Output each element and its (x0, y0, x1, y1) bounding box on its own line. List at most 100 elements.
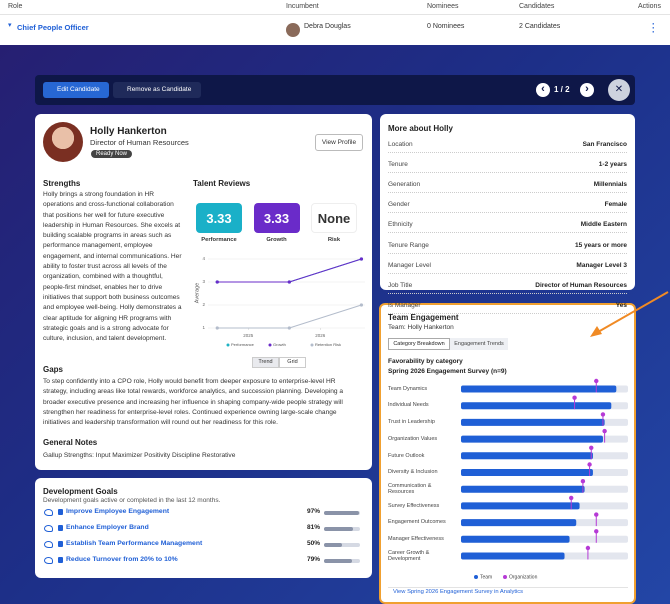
lock-icon (58, 509, 63, 515)
profile-card (35, 114, 372, 470)
detail-value: Yes (615, 301, 627, 309)
lock-icon (58, 557, 63, 563)
category-label: Organization Values (388, 435, 438, 442)
goal-percent: 50% (306, 540, 320, 547)
divider (0, 14, 670, 15)
detail-label: Manager Level (388, 261, 431, 269)
detail-label: Job Title (388, 281, 413, 289)
goal-icon (44, 525, 53, 532)
profile-name: Holly Hankerton (90, 126, 167, 137)
goal-link[interactable]: Establish Team Performance Management (66, 540, 203, 547)
column-header: Incumbent (286, 3, 319, 10)
category-label: Individual Needs (388, 402, 429, 409)
goal-link[interactable]: Reduce Turnover from 20% to 10% (66, 556, 178, 563)
goal-percent: 79% (306, 556, 320, 563)
category-label: Diversity & Inclusion (388, 469, 438, 476)
goal-track (324, 543, 360, 547)
section-heading: Talent Reviews (193, 179, 251, 188)
detail-value: Female (604, 201, 627, 209)
tab[interactable]: Category Breakdown (388, 338, 450, 350)
category-label: Future Outlook (388, 452, 425, 459)
row-divider (388, 292, 627, 294)
category-label: Survey Effectiveness (388, 502, 440, 509)
goal-icon (44, 557, 53, 564)
detail-value: 15 years or more (574, 241, 627, 249)
goal-link[interactable]: Enhance Employer Brand (66, 524, 149, 531)
row-divider (388, 232, 627, 234)
detail-value: Manager Level 3 (576, 261, 627, 269)
profile-photo (43, 122, 83, 162)
category-label: Communication & Resources (388, 482, 432, 496)
row-divider (388, 312, 627, 314)
view-toggle[interactable]: Grid (279, 357, 306, 368)
close-button[interactable]: ✕ (608, 79, 630, 101)
notes-text: Gallup Strengths: Input Maximizer Positi… (43, 452, 236, 459)
section-heading: Team Engagement (388, 313, 459, 322)
score-value: 3.33 (263, 211, 290, 226)
category-label: Team Dynamics (388, 385, 428, 392)
column-header: Actions (638, 3, 661, 10)
goal-progress (324, 527, 354, 531)
view-toggle[interactable]: Trend (252, 357, 279, 368)
row-divider (388, 212, 627, 214)
lock-icon (58, 525, 63, 531)
gaps-text: To step confidently into a CPO role, Hol… (43, 378, 344, 427)
goal-link[interactable]: Improve Employee Engagement (66, 508, 170, 515)
score-value: None (317, 211, 351, 226)
goal-progress (324, 511, 359, 515)
goal-icon (44, 541, 53, 548)
score-label: Risk (327, 237, 341, 243)
score-box (311, 203, 357, 233)
goals-card (35, 478, 372, 578)
pager: 1 / 2 (554, 85, 570, 94)
detail-label: Is Manager (388, 301, 421, 309)
lock-icon (58, 541, 63, 547)
row-divider (388, 172, 627, 174)
row-divider (388, 152, 627, 153)
details-card (380, 114, 635, 290)
goal-percent: 81% (306, 524, 320, 531)
prev-button[interactable]: ‹ (536, 83, 550, 97)
kebab-menu[interactable]: · · · (652, 19, 655, 37)
detail-value: Millennials (593, 181, 627, 189)
detail-label: Tenure Range (388, 241, 429, 249)
score-value: 3.33 (206, 211, 232, 226)
remove-button[interactable]: Remove as Candidate (113, 82, 201, 98)
view-profile-button[interactable]: View Profile (315, 134, 363, 151)
column-header: Candidates (519, 3, 555, 10)
avatar (286, 23, 300, 37)
divider (388, 587, 628, 588)
edit-button[interactable]: Edit Candidate (43, 82, 109, 98)
detail-value: 1-2 years (598, 161, 627, 169)
row-divider (388, 252, 627, 254)
category-label: Career Growth & Development (388, 549, 430, 563)
column-header: Role (8, 3, 23, 10)
next-button[interactable]: › (580, 83, 594, 97)
row-divider (388, 192, 627, 194)
detail-label: Generation (388, 181, 421, 189)
expand-icon[interactable]: ▾ (8, 22, 12, 29)
detail-value: San Francisco (582, 141, 627, 148)
row-divider (388, 272, 627, 274)
goal-progress (324, 543, 342, 547)
category-label: Trust in Leadership (388, 419, 435, 426)
tab[interactable]: Engagement Trends (450, 338, 508, 350)
strengths-text: Holly brings a strong foundation in HR o… (43, 191, 182, 343)
section-heading: More about Holly (388, 124, 453, 133)
category-label: Manager Effectiveness (388, 536, 444, 543)
detail-label: Location (388, 141, 413, 148)
score-box (253, 203, 300, 233)
detail-value: Director of Human Resources (535, 281, 627, 289)
score-box (196, 203, 242, 233)
goals-subtitle: Development goals active or completed in… (43, 497, 221, 504)
role-link[interactable]: Chief People Officer (17, 23, 89, 32)
table-cell: 2 Candidates (519, 23, 561, 30)
score-label: Performance (201, 237, 237, 243)
detail-value: Middle Eastern (580, 221, 627, 229)
section-heading: Development Goals (43, 487, 118, 496)
chart-subtitle: Spring 2026 Engagement Survey (n=9) (388, 368, 507, 375)
analytics-link[interactable]: View Spring 2026 Engagement Survey in An… (393, 589, 524, 595)
column-header: Nominees (427, 3, 459, 10)
detail-label: Ethnicity (388, 221, 413, 229)
